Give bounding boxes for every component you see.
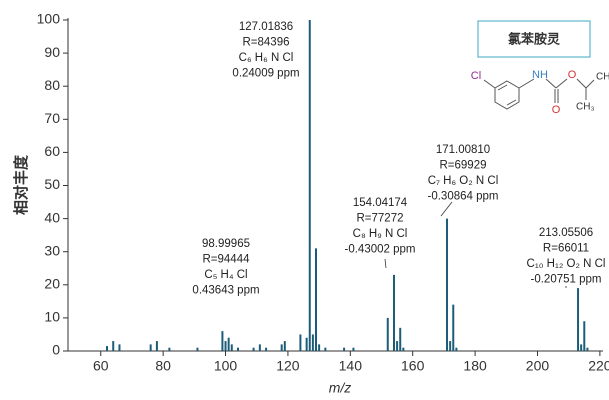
peak-annotation: R=66011 xyxy=(543,243,589,255)
peak-annotation: R=84396 xyxy=(243,37,290,49)
peak-annotation: C₆ H₆ N Cl xyxy=(239,52,294,64)
peak-annotation: R=69929 xyxy=(440,160,487,172)
structure xyxy=(483,78,595,110)
atom-label: Cl xyxy=(471,70,481,82)
y-axis-label: 相对丰度 xyxy=(12,154,30,215)
x-tick-label: 180 xyxy=(463,358,487,374)
peak-annotation: C₇ H₆ O₂ N Cl xyxy=(428,175,499,187)
molecule-name: 氯苯胺灵 xyxy=(508,31,561,46)
atom-label: CH₃ xyxy=(596,72,609,83)
y-tick-label: 70 xyxy=(44,110,60,126)
atom-label: O xyxy=(568,69,577,81)
x-tick-label: 140 xyxy=(339,358,363,374)
atom-label: CH₃ xyxy=(576,102,595,113)
y-tick-label: 90 xyxy=(44,44,60,60)
y-tick-label: 20 xyxy=(44,276,60,292)
bond xyxy=(483,79,496,89)
y-tick-label: 30 xyxy=(44,242,60,258)
leader-line xyxy=(440,201,453,217)
peak-annotation: 213.05506 xyxy=(539,227,593,239)
peak-annotation: R=77272 xyxy=(357,213,404,225)
x-tick-label: 120 xyxy=(276,358,300,374)
atom-label: O xyxy=(552,104,561,116)
peak-annotation: R=94444 xyxy=(203,254,251,266)
x-axis-label: m/z xyxy=(329,380,352,396)
x-tick-label: 200 xyxy=(526,358,550,374)
molecule-panel: 氯苯胺灵 Cl NH O O CH₃ CH₃ xyxy=(471,20,609,116)
peak-annotation: C₈ H₉ N Cl xyxy=(353,228,408,240)
x-tick-label: 100 xyxy=(214,358,238,374)
peak-annotation: -0.43002 ppm xyxy=(345,244,416,256)
y-tick-label: 100 xyxy=(37,11,61,27)
bond xyxy=(518,78,535,89)
bond xyxy=(497,84,508,91)
x-tick-label: 60 xyxy=(93,358,109,374)
bond xyxy=(576,78,587,89)
atom-label: NH xyxy=(532,69,548,81)
bond xyxy=(585,79,595,89)
name-box xyxy=(477,20,591,58)
peak-annotation: 171.00810 xyxy=(436,144,490,156)
y-tick-label: 0 xyxy=(52,342,60,358)
y-tick-label: 10 xyxy=(44,309,60,325)
x-tick-label: 160 xyxy=(401,358,425,374)
bond xyxy=(506,99,517,106)
peak-annotation: 154.04174 xyxy=(353,197,408,209)
bond xyxy=(555,78,568,89)
y-tick-label: 60 xyxy=(44,143,60,159)
y-tick-label: 40 xyxy=(44,209,60,225)
peak-annotation: 0.24009 ppm xyxy=(232,68,299,80)
x-tick-label: 220 xyxy=(588,358,609,374)
peak-annotation: 0.43643 ppm xyxy=(192,285,259,297)
peak-annotation: C₅ H₄ Cl xyxy=(204,269,247,281)
y-tick-label: 80 xyxy=(44,77,60,93)
peak-annotation: 127.01836 xyxy=(239,21,293,33)
leader-line xyxy=(384,258,387,269)
peak-annotation: C₁₀ H₁₂ O₂ N Cl xyxy=(527,258,606,270)
peak-annotation: 98.99965 xyxy=(202,238,250,250)
peak-annotation: -0.20751 ppm xyxy=(531,274,602,286)
bond xyxy=(545,78,557,89)
peak-annotation: -0.30864 ppm xyxy=(428,191,499,203)
y-tick-label: 50 xyxy=(44,176,60,192)
x-tick-label: 80 xyxy=(155,358,171,374)
